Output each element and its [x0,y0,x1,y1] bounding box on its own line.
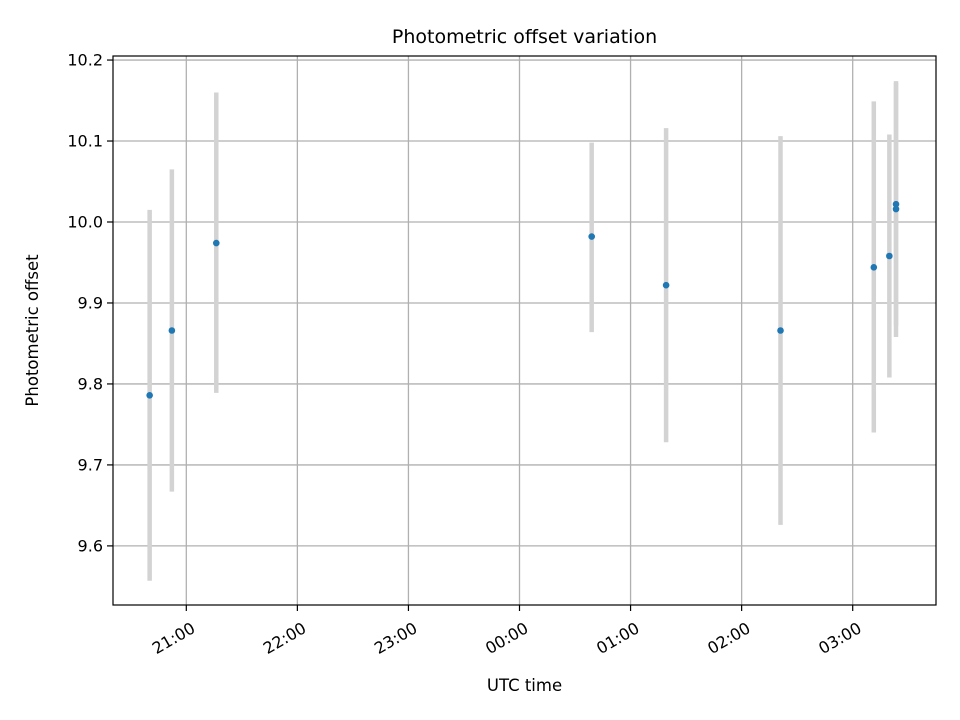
data-points [146,200,900,399]
data-point [212,239,220,247]
plot-frame [112,55,937,606]
data-point [777,327,784,334]
y-tick-label: 9.7 [78,455,103,474]
y-axis-ticks: 9.6 9.7 9.8 9.9 10.0 10.1 10.2 [67,51,113,555]
chart-title: Photometric offset variation [392,26,657,48]
data-point [146,391,153,399]
grid-lines [113,56,936,605]
data-point [892,205,900,213]
x-axis-label: UTC time [487,676,562,695]
y-axis-label: Photometric offset [23,254,42,407]
data-point [886,252,893,260]
y-tick-label: 10.0 [67,212,103,231]
data-point [588,233,595,240]
data-point [168,327,176,334]
data-point [662,281,670,289]
y-tick-label: 9.8 [78,374,103,393]
y-tick-label: 9.9 [78,293,103,312]
y-tick-label: 9.6 [78,536,103,555]
data-point [892,200,900,208]
data-point [870,264,878,271]
y-tick-label: 10.1 [67,132,103,151]
y-tick-label: 10.2 [67,51,103,70]
